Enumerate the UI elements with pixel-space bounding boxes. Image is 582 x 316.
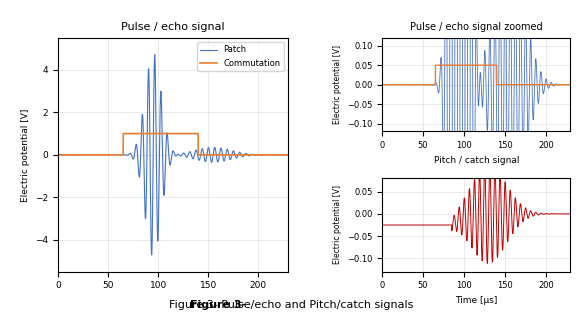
Text: Figure 3-: Figure 3- bbox=[190, 300, 246, 310]
Commutation bbox=[193, 132, 200, 136]
Patch bbox=[143, 206, 150, 210]
Commutation bbox=[285, 153, 292, 157]
Title: Pulse / echo signal: Pulse / echo signal bbox=[122, 21, 225, 32]
Y-axis label: Electric potential [V]: Electric potential [V] bbox=[332, 45, 342, 124]
Commutation bbox=[55, 153, 62, 157]
Patch bbox=[193, 148, 200, 152]
Patch bbox=[148, 253, 155, 257]
Patch bbox=[97, 153, 104, 157]
Y-axis label: Electric potential [V]: Electric potential [V] bbox=[21, 108, 30, 202]
Patch bbox=[226, 157, 233, 161]
Patch bbox=[204, 147, 211, 151]
Commutation bbox=[120, 132, 127, 136]
Y-axis label: Electric potential [V]: Electric potential [V] bbox=[332, 185, 342, 264]
Patch bbox=[285, 153, 292, 157]
X-axis label: Pitch / catch signal: Pitch / catch signal bbox=[434, 156, 519, 165]
Patch bbox=[151, 53, 158, 57]
Line: Commutation: Commutation bbox=[58, 134, 288, 155]
Commutation bbox=[204, 153, 211, 157]
X-axis label: Time [µs]: Time [µs] bbox=[455, 296, 498, 305]
Commutation bbox=[97, 153, 104, 157]
Line: Patch: Patch bbox=[58, 55, 288, 255]
Title: Pulse / echo signal zoomed: Pulse / echo signal zoomed bbox=[410, 21, 542, 32]
Patch bbox=[55, 153, 62, 157]
Commutation bbox=[143, 132, 150, 136]
Patch bbox=[244, 153, 251, 156]
Commutation bbox=[244, 153, 251, 157]
Text: Figure 3- Pulse/echo and Pitch/catch signals: Figure 3- Pulse/echo and Pitch/catch sig… bbox=[169, 300, 413, 310]
Legend: Patch, Commutation: Patch, Commutation bbox=[197, 42, 284, 71]
Commutation bbox=[226, 153, 233, 157]
